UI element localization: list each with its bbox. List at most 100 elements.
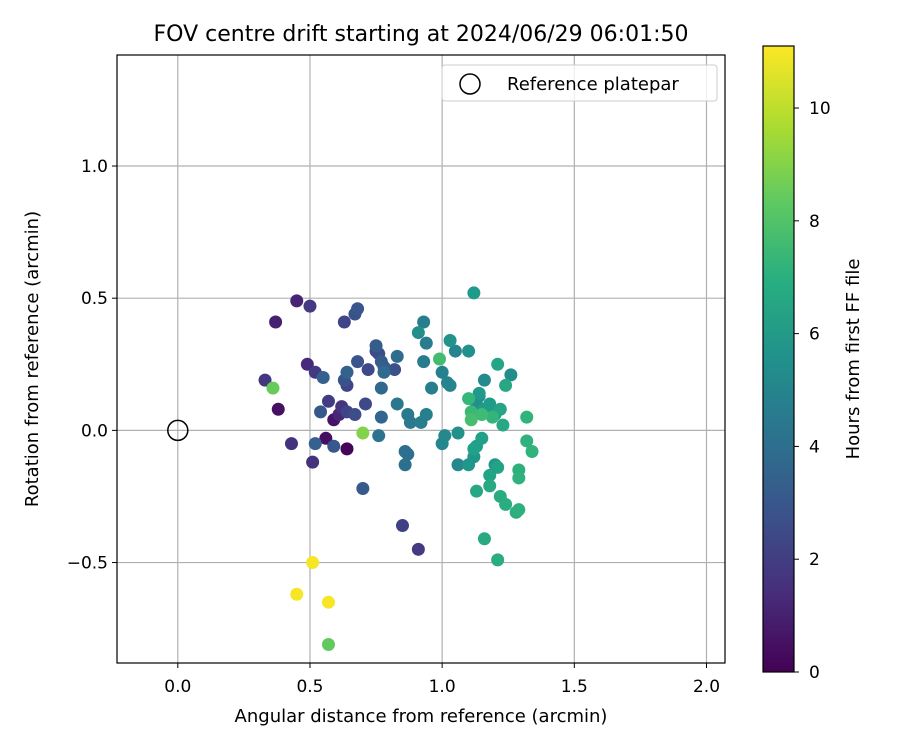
data-point xyxy=(398,458,412,472)
data-point xyxy=(321,637,335,651)
data-point xyxy=(316,371,330,385)
data-point xyxy=(472,386,486,400)
x-tick-label: 1.0 xyxy=(429,677,456,697)
data-point xyxy=(520,434,534,448)
x-tick-label: 0.0 xyxy=(164,677,191,697)
data-point xyxy=(504,368,518,382)
data-point xyxy=(395,519,409,533)
data-point xyxy=(327,439,341,453)
legend-marker-icon xyxy=(459,73,481,95)
data-point xyxy=(411,326,425,340)
y-axis-ticks: −0.5 0.0 0.5 1.0 xyxy=(67,157,117,574)
data-point xyxy=(467,286,481,300)
data-point xyxy=(351,355,365,369)
colorbar-tick-label: 2 xyxy=(809,550,820,570)
data-point xyxy=(284,437,298,451)
chart-title: FOV centre drift starting at 2024/06/29 … xyxy=(154,22,689,47)
colorbar-tick-label: 10 xyxy=(809,99,831,119)
data-point xyxy=(470,484,484,498)
legend-box xyxy=(441,64,718,102)
colorbar-tick-label: 8 xyxy=(809,212,820,232)
data-point xyxy=(512,471,526,485)
data-point xyxy=(438,429,452,443)
data-point xyxy=(319,431,333,445)
data-point xyxy=(496,418,510,432)
data-point xyxy=(321,595,335,609)
x-axis-label: Angular distance from reference (arcmin) xyxy=(235,706,608,727)
colorbar: 0 2 4 6 8 10 Hours from first FF file xyxy=(762,45,864,683)
data-point xyxy=(314,405,328,419)
plot-frame xyxy=(116,54,726,664)
data-point xyxy=(337,315,351,329)
data-point xyxy=(411,542,425,556)
data-point xyxy=(269,315,283,329)
legend-label: Reference platepar xyxy=(507,74,679,95)
data-point xyxy=(451,426,465,440)
data-point xyxy=(374,381,388,395)
data-point xyxy=(340,365,354,379)
x-tick-label: 2.0 xyxy=(693,677,720,697)
data-point xyxy=(356,426,370,440)
data-point xyxy=(401,447,415,461)
colorbar-tick-label: 4 xyxy=(809,437,820,457)
data-point xyxy=(425,381,439,395)
data-point xyxy=(417,315,431,329)
data-point xyxy=(483,397,497,411)
y-tick-label: −0.5 xyxy=(67,554,108,574)
data-point xyxy=(464,413,478,427)
grid-lines xyxy=(117,55,725,663)
data-point xyxy=(419,336,433,350)
data-point xyxy=(377,365,391,379)
data-point xyxy=(340,442,354,456)
y-axis-label: Rotation from reference (arcmin) xyxy=(22,211,43,507)
data-point xyxy=(372,429,386,443)
data-point xyxy=(358,397,372,411)
data-point xyxy=(483,479,497,493)
data-point xyxy=(419,408,433,422)
x-axis-ticks: 0.0 0.5 1.0 1.5 2.0 xyxy=(164,663,720,697)
colorbar-ticks: 0 2 4 6 8 10 xyxy=(794,99,831,683)
data-point xyxy=(493,402,507,416)
data-point xyxy=(266,381,280,395)
data-point xyxy=(475,431,489,445)
data-point xyxy=(512,503,526,517)
data-point xyxy=(433,352,447,366)
data-point xyxy=(417,355,431,369)
data-point xyxy=(290,294,304,308)
data-point xyxy=(374,410,388,424)
data-point xyxy=(306,556,320,570)
data-point xyxy=(475,408,489,422)
colorbar-tick-label: 6 xyxy=(809,325,820,345)
data-point xyxy=(448,344,462,358)
data-point xyxy=(443,378,457,392)
data-point xyxy=(485,410,499,424)
data-point xyxy=(348,408,362,422)
data-point xyxy=(462,344,476,358)
y-tick-label: 0.5 xyxy=(81,289,108,309)
data-point xyxy=(483,468,497,482)
x-tick-label: 1.5 xyxy=(561,677,588,697)
colorbar-tick-label: 0 xyxy=(809,663,820,683)
colorbar-label: Hours from first FF file xyxy=(843,259,864,460)
data-point xyxy=(258,373,272,387)
data-point xyxy=(351,302,365,316)
data-point xyxy=(491,357,505,371)
data-point xyxy=(300,357,314,371)
data-point xyxy=(308,437,322,451)
data-point xyxy=(499,378,513,392)
data-point xyxy=(451,458,465,472)
data-point xyxy=(390,397,404,411)
data-point xyxy=(477,373,491,387)
legend: Reference platepar xyxy=(441,64,718,102)
data-point xyxy=(525,445,539,459)
data-point xyxy=(520,410,534,424)
data-point xyxy=(435,365,449,379)
data-point xyxy=(462,392,476,406)
data-point xyxy=(356,482,370,496)
data-point xyxy=(443,333,457,347)
data-point xyxy=(303,299,317,313)
data-point xyxy=(361,363,375,377)
data-point xyxy=(491,553,505,567)
data-point xyxy=(491,460,505,474)
